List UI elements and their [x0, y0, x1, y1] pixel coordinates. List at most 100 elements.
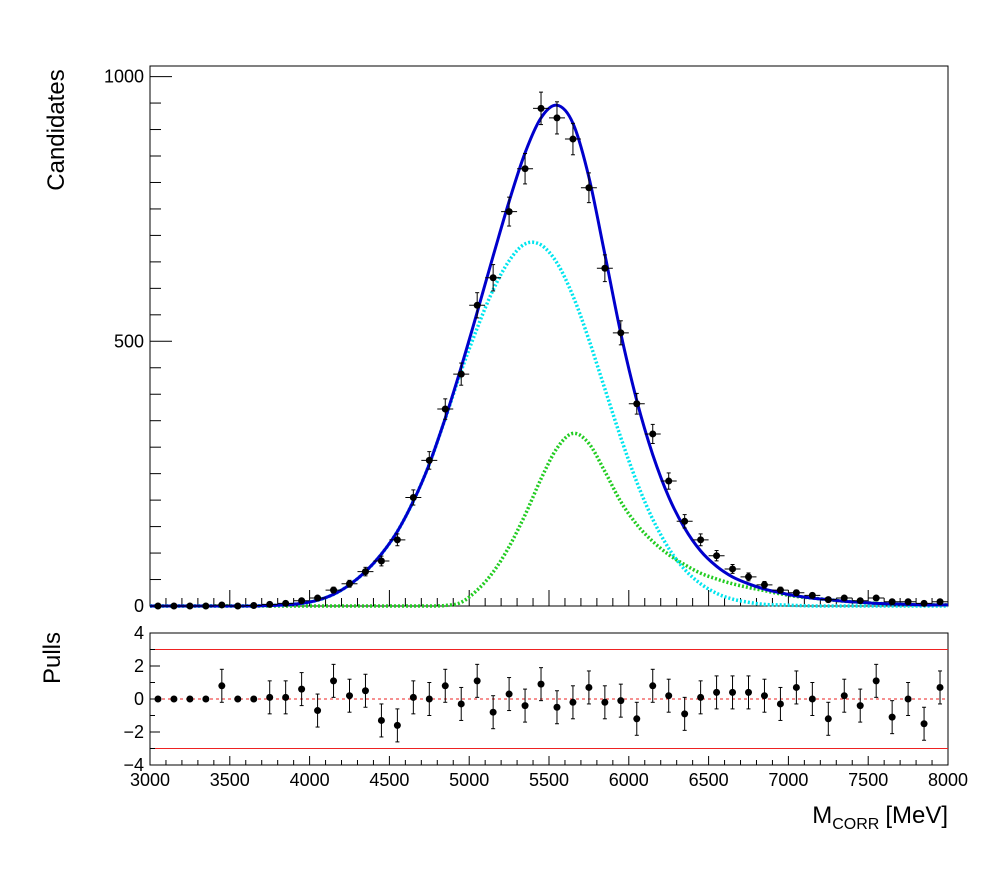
- data-point: [361, 568, 369, 576]
- x-tick-label: 5500: [529, 770, 569, 790]
- x-tick-label: 6000: [609, 770, 649, 790]
- x-tick-label: 3500: [210, 770, 250, 790]
- component-curve: [150, 240, 948, 608]
- pull-point: [409, 693, 417, 701]
- pull-point: [585, 683, 593, 691]
- main-y-tick-label: 1000: [104, 67, 144, 87]
- pull-y-tick-label: −2: [123, 722, 144, 742]
- data-point: [250, 601, 258, 609]
- pull-point: [489, 708, 497, 716]
- x-axis-label-main: M: [812, 802, 832, 829]
- pull-y-tick-label: 2: [134, 656, 144, 676]
- pull-y-tick-label: 4: [134, 623, 144, 643]
- x-axis-label-unit: [MeV]: [885, 802, 948, 829]
- data-point: [457, 370, 465, 378]
- pull-point: [553, 703, 561, 711]
- data-point: [713, 552, 721, 560]
- pull-point: [760, 692, 768, 700]
- data-point: [936, 598, 944, 606]
- data-point: [856, 597, 864, 605]
- data-point: [569, 135, 577, 143]
- pull-point: [617, 697, 625, 705]
- pull-point: [697, 693, 705, 701]
- pull-point: [457, 700, 465, 708]
- pull-point: [665, 692, 673, 700]
- pull-points: [154, 663, 944, 743]
- pull-point: [824, 715, 832, 723]
- data-point: [409, 493, 417, 501]
- pull-point: [904, 695, 912, 703]
- pull-point: [441, 682, 449, 690]
- pull-point: [872, 677, 880, 685]
- pulls-plot: 3000 3500 4000 4500 5000 5500 6000 6500 7000 7500…: [39, 623, 968, 790]
- pull-point: [776, 700, 784, 708]
- data-point: [505, 208, 513, 216]
- pull-point: [298, 685, 306, 693]
- pulls-axis-label: Pulls: [39, 632, 66, 684]
- data-point: [473, 301, 481, 309]
- data-point: [649, 430, 657, 438]
- data-point: [489, 274, 497, 282]
- data-point: [537, 104, 545, 112]
- pull-point: [346, 692, 353, 700]
- data-point: [760, 581, 768, 589]
- pull-point: [936, 683, 944, 691]
- data-point: [920, 599, 928, 607]
- pull-point: [649, 682, 657, 690]
- pull-point: [282, 693, 290, 701]
- data-point: [553, 114, 561, 122]
- pull-point: [521, 702, 529, 710]
- data-point: [585, 184, 593, 192]
- pull-point: [330, 677, 338, 685]
- data-point: [888, 598, 896, 606]
- pull-point: [808, 695, 816, 703]
- pull-point: [154, 695, 162, 703]
- data-point: [521, 165, 529, 173]
- data-point: [282, 599, 290, 607]
- data-point: [425, 456, 433, 464]
- data-point: [792, 589, 800, 597]
- x-tick-label: 7000: [768, 770, 808, 790]
- data-point: [824, 596, 832, 604]
- fit-curves: [150, 103, 948, 608]
- data-point: [314, 594, 322, 602]
- data-point: [681, 517, 689, 525]
- data-point: [298, 597, 306, 605]
- pull-y-tick-label: −4: [123, 755, 144, 775]
- data-point: [170, 602, 178, 610]
- pull-point: [920, 720, 928, 728]
- data-point: [776, 586, 784, 594]
- x-tick-label: 4500: [369, 770, 409, 790]
- main-y-tick-label: 500: [114, 331, 144, 351]
- pull-point: [569, 698, 577, 706]
- data-point: [601, 264, 609, 272]
- y-axis-label: Candidates: [43, 69, 70, 190]
- pull-point: [234, 695, 242, 703]
- pull-point: [601, 698, 609, 706]
- data-point: [377, 557, 385, 565]
- x-axis-label-subscript: CORR: [832, 816, 879, 833]
- main-frame: [149, 65, 949, 607]
- x-tick-label: 5000: [449, 770, 489, 790]
- data-point: [154, 602, 162, 610]
- pull-point: [186, 695, 194, 703]
- data-point: [330, 586, 338, 594]
- data-point: [729, 565, 737, 573]
- pull-point: [361, 687, 369, 695]
- data-point: [346, 580, 353, 588]
- data-point: [904, 598, 912, 606]
- data-point: [665, 477, 673, 485]
- pull-point: [792, 683, 800, 691]
- data-points: [150, 91, 948, 610]
- pull-point: [856, 702, 864, 710]
- data-point: [441, 405, 449, 413]
- x-tick-label: 6500: [689, 770, 729, 790]
- pull-point: [377, 716, 385, 724]
- data-point: [234, 602, 242, 610]
- pull-point: [745, 688, 752, 696]
- x-tick-label: 3000: [130, 770, 170, 790]
- pull-point: [425, 695, 433, 703]
- pull-point: [729, 688, 737, 696]
- pull-y-tick-label: 0: [134, 689, 144, 709]
